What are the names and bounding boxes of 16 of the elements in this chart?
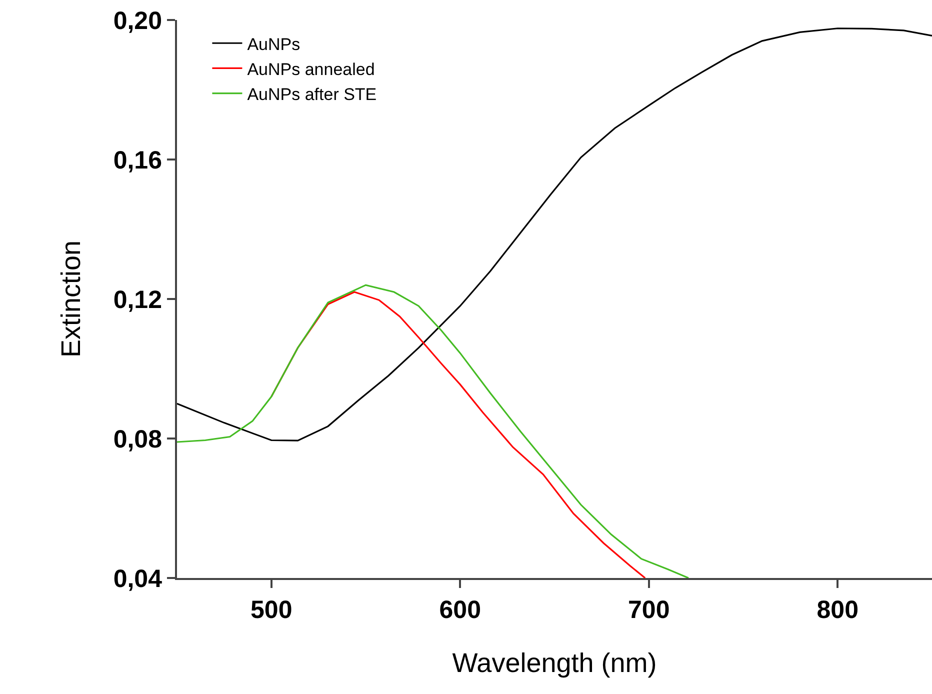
x-tick-label: 500	[250, 596, 292, 624]
x-tick-label: 600	[439, 596, 481, 624]
y-tick-label: 0,16	[113, 146, 162, 174]
legend-label: AuNPs after STE	[247, 84, 377, 104]
y-axis-title: Extinction	[56, 240, 86, 358]
y-tick-label: 0,04	[113, 564, 162, 593]
line-series	[177, 28, 932, 442]
legend-label: AuNPs annealed	[247, 60, 375, 79]
x-tick-label: 800	[816, 596, 858, 624]
y-tick-label: 0,20	[113, 6, 162, 35]
x-tick-label: 700	[628, 596, 670, 624]
y-tick-label: 0,08	[113, 425, 162, 454]
line-series	[177, 284, 690, 578]
legend-label: AuNPs	[247, 34, 300, 54]
y-tick-label: 0,12	[113, 286, 162, 314]
x-axis-title: Wavelength (nm)	[452, 648, 657, 678]
